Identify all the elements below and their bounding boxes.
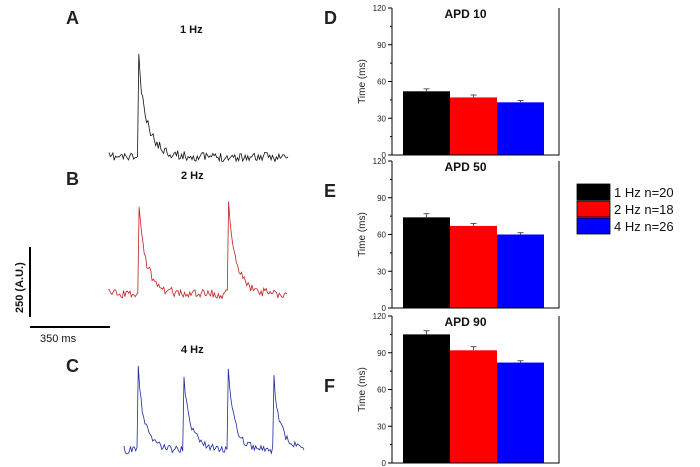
- bar-2hz: [450, 350, 497, 463]
- y-tick-label: 0: [382, 459, 387, 467]
- legend-swatch-1hz: [576, 183, 611, 201]
- bar-4hz: [497, 102, 544, 155]
- y-tick-label: 120: [373, 157, 387, 166]
- trace-title-4hz: 4 Hz: [181, 344, 204, 356]
- bar-1hz: [403, 217, 450, 308]
- axes-frame: [391, 8, 560, 156]
- bar-2hz: [450, 97, 497, 155]
- y-tick-label: 90: [377, 41, 386, 50]
- panel-letter-c: C: [66, 356, 79, 376]
- y-tick-label: 120: [373, 4, 387, 13]
- y-tick-label: 30: [377, 267, 386, 276]
- axes-frame: [391, 316, 560, 464]
- legend: 1 Hz n=20 2 Hz n=18 4 Hz n=26: [576, 183, 674, 235]
- trace-2hz: [107, 201, 288, 300]
- bar-2hz: [450, 225, 497, 308]
- y-tick-label: 90: [377, 194, 386, 203]
- legend-swatch-2hz: [576, 200, 611, 218]
- panel-letter-b: B: [66, 169, 79, 189]
- bar-chart-apd50: 0 30 60 90 120 APD 50 Time (ms): [357, 157, 560, 313]
- legend-label-1hz: 1 Hz n=20: [614, 185, 674, 200]
- scale-bar-vertical-label: 250 (A.U.): [14, 262, 26, 313]
- panel-letter-e: E: [324, 181, 336, 201]
- chart-title: APD 90: [444, 315, 486, 329]
- axes-frame: [391, 161, 560, 309]
- panel-letter-a: A: [66, 8, 79, 28]
- y-tick-label: 60: [377, 386, 386, 395]
- panel-letter-f: F: [324, 376, 335, 396]
- trace-4hz: [123, 365, 305, 455]
- bar-1hz: [403, 91, 450, 155]
- trace-title-2hz: 2 Hz: [181, 170, 204, 182]
- y-axis-label: Time (ms): [357, 212, 368, 257]
- bar-1hz: [403, 334, 450, 463]
- bar-chart-apd10: 0 30 60 90 120 APD 10 Time (ms): [357, 4, 560, 160]
- y-tick-label: 30: [377, 114, 386, 123]
- legend-swatch-4hz: [576, 217, 611, 235]
- y-tick-label: 0: [382, 304, 387, 313]
- y-axis-label: Time (ms): [357, 59, 368, 104]
- y-tick-label: 60: [377, 78, 386, 87]
- y-tick-label: 0: [382, 151, 387, 160]
- panel-letter-d: D: [324, 8, 337, 28]
- trace-1hz: [108, 53, 289, 163]
- y-tick-label: 90: [377, 349, 386, 358]
- legend-label-4hz: 4 Hz n=26: [614, 219, 674, 234]
- trace-title-1hz: 1 Hz: [180, 24, 203, 36]
- y-tick-label: 120: [373, 312, 387, 321]
- chart-title: APD 10: [444, 7, 486, 21]
- bar-4hz: [497, 234, 544, 308]
- bar-4hz: [497, 362, 544, 463]
- y-tick-label: 30: [377, 422, 386, 431]
- legend-label-2hz: 2 Hz n=18: [614, 202, 674, 217]
- y-axis-label: Time (ms): [357, 367, 368, 412]
- y-tick-label: 60: [377, 231, 386, 240]
- chart-title: APD 50: [444, 160, 486, 174]
- bar-chart-apd90: 0 30 60 90 120 APD 90 Time (ms): [357, 312, 560, 467]
- scale-bar-horizontal-label: 350 ms: [40, 333, 77, 345]
